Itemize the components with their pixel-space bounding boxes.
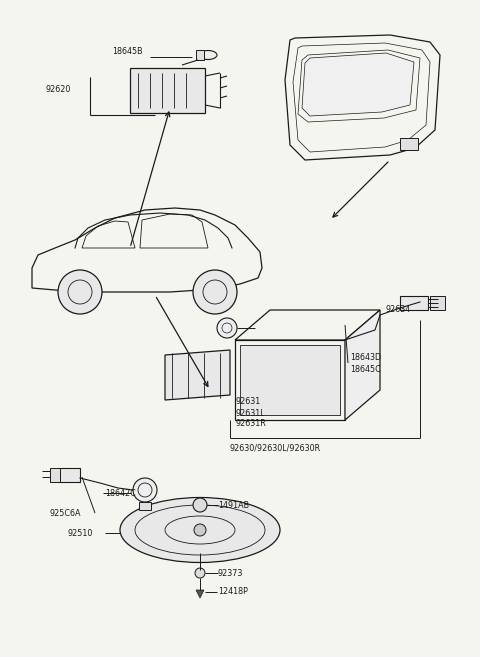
Circle shape xyxy=(193,498,207,512)
Bar xyxy=(400,138,418,150)
Text: 92631L: 92631L xyxy=(235,409,264,417)
Text: 18645C: 18645C xyxy=(350,365,381,374)
Bar xyxy=(400,296,428,310)
Text: 18645B: 18645B xyxy=(112,47,143,57)
Circle shape xyxy=(133,478,157,502)
Polygon shape xyxy=(302,53,414,116)
Text: 18643D: 18643D xyxy=(350,353,381,363)
Polygon shape xyxy=(165,350,230,400)
Circle shape xyxy=(195,568,205,578)
Circle shape xyxy=(217,318,237,338)
Ellipse shape xyxy=(199,51,217,60)
Bar xyxy=(58,468,80,482)
Text: 12418P: 12418P xyxy=(218,587,248,597)
Circle shape xyxy=(193,270,237,314)
Bar xyxy=(240,345,340,415)
Bar xyxy=(430,296,445,310)
Ellipse shape xyxy=(120,497,280,562)
Text: 1491AB: 1491AB xyxy=(218,501,249,509)
Text: 92620: 92620 xyxy=(45,85,71,95)
Bar xyxy=(50,468,60,482)
Circle shape xyxy=(194,524,206,536)
Text: 92373: 92373 xyxy=(218,568,243,578)
Text: 18642C: 18642C xyxy=(105,489,136,497)
Circle shape xyxy=(58,270,102,314)
Bar xyxy=(196,50,204,60)
Bar xyxy=(139,502,151,510)
Text: 92630/92630L/92630R: 92630/92630L/92630R xyxy=(230,443,321,453)
Bar xyxy=(235,340,345,420)
Text: 92631: 92631 xyxy=(235,397,260,407)
Polygon shape xyxy=(196,590,204,598)
Text: 925C6A: 925C6A xyxy=(50,509,82,518)
Text: 92510: 92510 xyxy=(68,528,94,537)
Text: 92631R: 92631R xyxy=(235,420,266,428)
Bar xyxy=(130,68,205,113)
Polygon shape xyxy=(345,310,380,420)
Text: 92634: 92634 xyxy=(385,306,410,315)
